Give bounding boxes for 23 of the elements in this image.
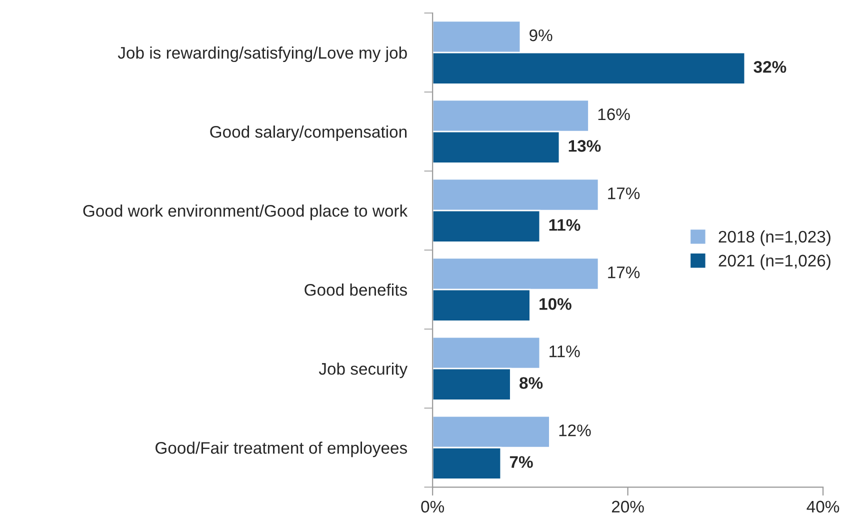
data-label: 10% <box>540 298 572 310</box>
y-tick-label: Good benefits <box>304 284 407 296</box>
legend-label: 2018 (n=1,023) <box>718 230 830 246</box>
data-label: 16% <box>598 108 630 120</box>
y-tick-label: Job security <box>318 362 408 378</box>
x-tick-label: 40% <box>806 500 840 513</box>
y-tick-label: Good/Fair treatment of employees <box>156 442 407 458</box>
data-label: 13% <box>568 140 601 152</box>
x-tick-label: 0% <box>421 500 444 513</box>
data-label: 8% <box>520 377 543 389</box>
data-label: 7% <box>510 456 533 468</box>
data-label: 11% <box>549 219 580 231</box>
data-label: 32% <box>754 61 786 73</box>
x-tick-label: 20% <box>612 500 644 513</box>
data-label: 9% <box>530 29 552 42</box>
legend-label: 2021 (n=1,026) <box>718 254 830 270</box>
data-label: 17% <box>608 188 640 200</box>
y-tick-label: Good salary/compensation <box>210 126 407 142</box>
y-tick-label: Job is rewarding/satisfying/Love my job <box>118 46 407 62</box>
data-label: 17% <box>608 266 640 278</box>
y-tick-label: Good work environment/Good place to work <box>83 204 408 220</box>
data-label: 12% <box>559 424 591 436</box>
data-label: 11% <box>550 346 580 358</box>
